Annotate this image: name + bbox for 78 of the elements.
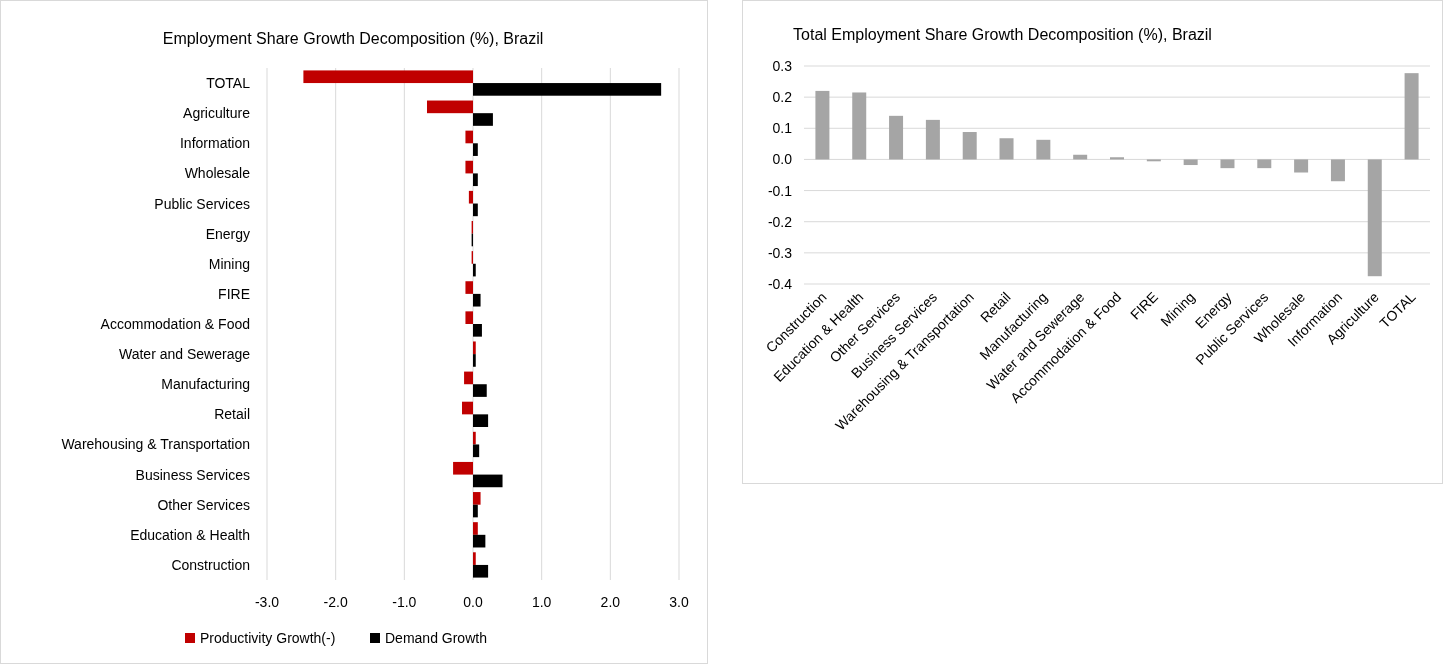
bar [473, 143, 478, 156]
bar [473, 324, 482, 337]
bar [1220, 159, 1235, 169]
y-tick-label: Mining [208, 255, 250, 272]
y-tick-label: -0.3 [767, 244, 793, 261]
bar [999, 138, 1014, 160]
bar [473, 474, 503, 488]
y-tick-label: 0.2 [772, 89, 793, 106]
y-tick-label: Retail [214, 406, 250, 423]
bar [465, 130, 473, 144]
bar [465, 160, 473, 174]
legend-label: Demand Growth [385, 630, 487, 646]
bar [465, 281, 473, 294]
bar [473, 522, 478, 535]
x-tick-label: 0.0 [463, 594, 483, 610]
bar [473, 504, 478, 518]
y-tick-label: Energy [205, 225, 250, 242]
x-tick-label: -3.0 [254, 594, 280, 610]
bar [1257, 159, 1272, 169]
y-tick-label: Wholesale [184, 165, 251, 182]
bar [426, 100, 473, 114]
bar [473, 263, 476, 277]
bar [462, 401, 473, 415]
bar [1294, 159, 1309, 173]
y-tick-label: TOTAL [206, 75, 251, 92]
y-tick-label: -0.1 [767, 182, 793, 199]
bar [473, 113, 493, 126]
y-tick-label: 0.0 [772, 151, 793, 168]
x-tick-label: 3.0 [669, 594, 689, 610]
chart-title: Total Employment Share Growth Decomposition (%), Brazil [793, 26, 1212, 43]
bar [473, 564, 489, 578]
y-tick-label: 0.3 [772, 58, 793, 74]
y-tick-label: Other Services [157, 496, 250, 513]
bar [815, 90, 830, 160]
y-tick-label: Public Services [154, 195, 250, 212]
y-tick-label: -0.4 [767, 276, 793, 292]
bar [1367, 159, 1382, 277]
y-tick-label: -0.2 [767, 213, 793, 230]
bar [473, 492, 481, 505]
bar [1183, 159, 1198, 166]
bar [473, 444, 480, 458]
bar [889, 115, 904, 160]
bar [473, 173, 478, 187]
bar [473, 341, 476, 355]
x-tick-label: -1.0 [392, 594, 417, 610]
bar [852, 92, 867, 160]
bar [925, 119, 940, 160]
y-tick-label: 0.1 [772, 120, 793, 137]
bar [465, 311, 473, 324]
x-tick-label: -2.0 [323, 594, 348, 610]
x-tick-label: 1.0 [531, 594, 552, 610]
bar [473, 203, 478, 217]
bar [1330, 159, 1345, 182]
bar [453, 461, 473, 475]
bar [473, 293, 481, 307]
bar [473, 414, 489, 427]
bar [473, 354, 476, 367]
bar [962, 132, 977, 160]
bar [1110, 157, 1124, 160]
bar [464, 371, 473, 385]
bar [473, 384, 487, 397]
x-tick-label: 2.0 [600, 594, 621, 610]
y-tick-label: Business Services [135, 466, 250, 483]
bar [473, 552, 476, 565]
bar [473, 83, 662, 96]
chart-title: Employment Share Growth Decomposition (%), Brazil [162, 30, 544, 47]
bar [468, 190, 473, 204]
y-tick-label: Construction [171, 556, 250, 573]
y-tick-label: Education & Health [130, 526, 250, 543]
bar [473, 431, 476, 445]
y-tick-label: Warehousing & Transportation [61, 436, 250, 453]
y-tick-label: Agriculture [183, 105, 251, 122]
bar [303, 70, 473, 84]
y-tick-label: Information [179, 135, 250, 152]
bar [473, 534, 486, 548]
bar [1036, 139, 1051, 160]
legend-label: Productivity Growth(-) [200, 630, 336, 646]
bar [1404, 73, 1419, 160]
